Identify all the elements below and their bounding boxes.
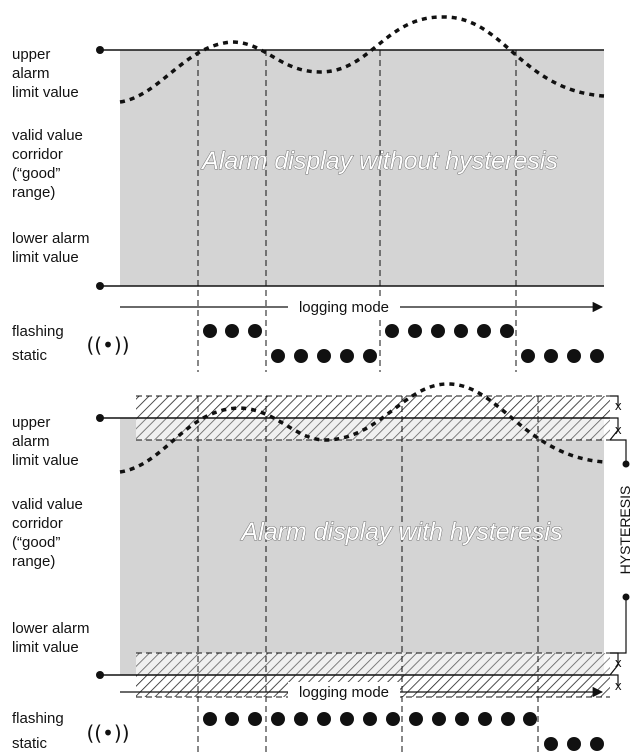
x-mark-2: x bbox=[615, 422, 622, 437]
valid-corridor-label-line2: corridor bbox=[12, 146, 63, 163]
upper-hysteresis-band-below bbox=[136, 418, 610, 440]
bottom-panel: Alarm display with hysteresis upper alar… bbox=[12, 382, 633, 754]
lower-alarm-label-line2: limit value bbox=[12, 639, 79, 656]
valid-corridor-label-line2: corridor bbox=[12, 515, 63, 532]
radio-wave-icon: ((•)) bbox=[86, 333, 129, 357]
hysteresis-band-edges bbox=[136, 395, 610, 698]
x-mark-3: x bbox=[615, 655, 622, 670]
hysteresis-bracket-top-dot bbox=[622, 460, 630, 468]
logging-mode-label: logging mode bbox=[299, 299, 389, 316]
bottom-flashing-dots bbox=[203, 712, 537, 726]
static-label: static bbox=[12, 347, 48, 364]
flashing-label: flashing bbox=[12, 710, 64, 727]
upper-alarm-label-line3: limit value bbox=[12, 84, 79, 101]
flashing-label: flashing bbox=[12, 323, 64, 340]
upper-limit-dot bbox=[96, 46, 104, 54]
lower-alarm-label-line2: limit value bbox=[12, 249, 79, 266]
bottom-static-dots bbox=[544, 737, 604, 751]
upper-alarm-label-line1: upper bbox=[12, 414, 50, 431]
top-static-dots bbox=[271, 349, 604, 363]
radio-wave-icon: ((•)) bbox=[86, 721, 129, 745]
valid-corridor-label-line4: range) bbox=[12, 184, 55, 201]
x-mark-4: x bbox=[615, 678, 622, 693]
valid-corridor-label-line1: valid value bbox=[12, 496, 83, 513]
hysteresis-label: HYSTERESIS bbox=[617, 486, 633, 575]
valid-corridor-area bbox=[120, 50, 604, 286]
static-label: static bbox=[12, 735, 48, 752]
lower-limit-dot bbox=[96, 671, 104, 679]
measured-value-curve bbox=[119, 382, 605, 474]
upper-alarm-label-line2: alarm bbox=[12, 433, 50, 450]
bottom-panel-title: Alarm display with hysteresis bbox=[240, 518, 563, 546]
upper-alarm-label-line2: alarm bbox=[12, 65, 50, 82]
top-panel-title: Alarm display without hysteresis bbox=[200, 147, 558, 175]
valid-corridor-label-line1: valid value bbox=[12, 127, 83, 144]
valid-corridor-area bbox=[120, 418, 604, 675]
upper-hysteresis-band-above bbox=[136, 396, 610, 418]
upper-limit-dot bbox=[96, 414, 104, 422]
upper-alarm-label-line3: limit value bbox=[12, 452, 79, 469]
valid-corridor-label-line3: (“good” bbox=[12, 534, 60, 551]
upper-alarm-label-line1: upper bbox=[12, 46, 50, 63]
hysteresis-bracket bbox=[609, 395, 627, 686]
lower-alarm-label-line1: lower alarm bbox=[12, 230, 90, 247]
valid-corridor-label-line4: range) bbox=[12, 553, 55, 570]
lower-alarm-label-line1: lower alarm bbox=[12, 620, 90, 637]
lower-hysteresis-band-above bbox=[136, 653, 610, 675]
top-panel: Alarm display without hysteresis upper a… bbox=[12, 15, 605, 372]
x-mark-1: x bbox=[615, 398, 622, 413]
valid-corridor-label-line3: (“good” bbox=[12, 165, 60, 182]
logging-mode-label: logging mode bbox=[299, 684, 389, 701]
hysteresis-bracket-bottom-dot bbox=[622, 593, 630, 601]
crossing-guides bbox=[197, 50, 517, 372]
lower-limit-dot bbox=[96, 282, 104, 290]
top-flashing-dots bbox=[203, 324, 514, 338]
